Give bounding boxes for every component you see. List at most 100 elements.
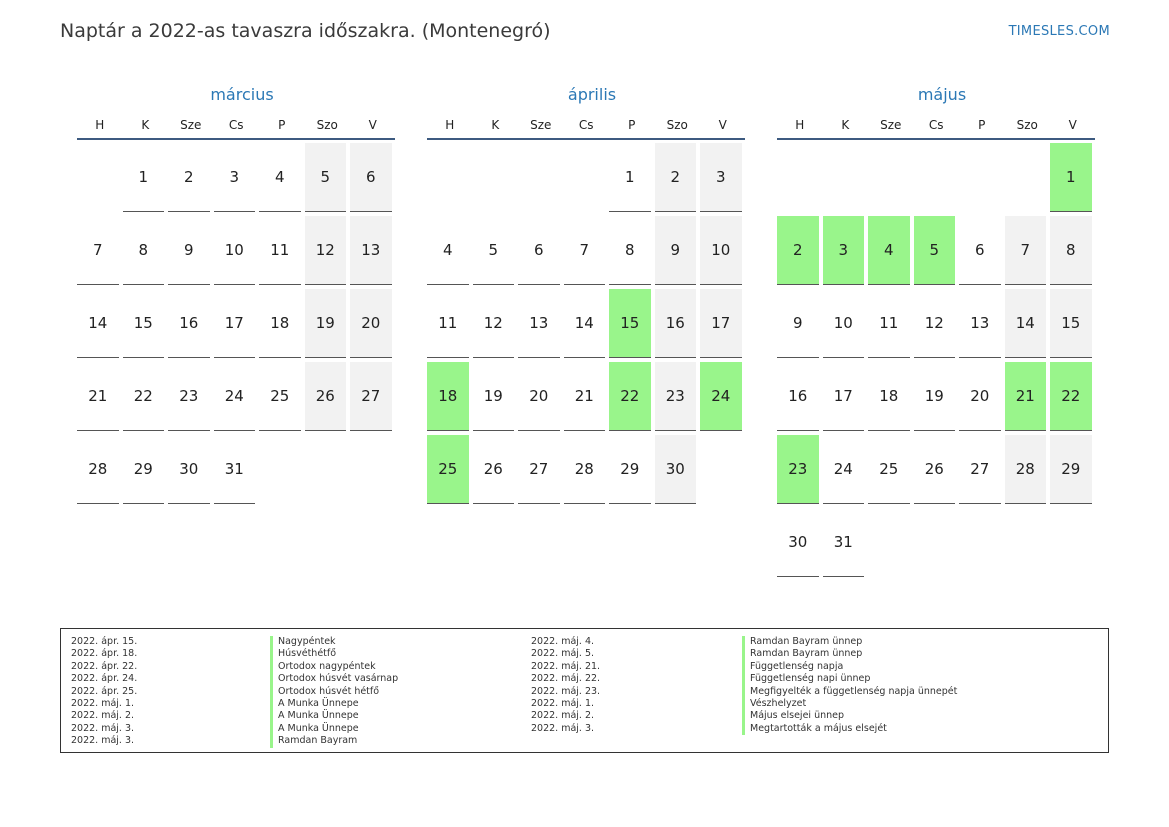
day-cell[interactable]: 17 (213, 289, 260, 362)
day-cell[interactable]: 15 (122, 289, 169, 362)
brand-link[interactable]: TIMESLES.COM (1008, 24, 1110, 39)
day-cell[interactable]: 12 (913, 289, 960, 362)
holiday-day-cell[interactable]: 18 (427, 362, 473, 435)
holiday-day-cell[interactable]: 2 (777, 216, 823, 289)
day-cell[interactable]: 9 (168, 216, 214, 289)
day-cell[interactable]: 6 (518, 216, 564, 289)
day-cell[interactable]: 8 (122, 216, 169, 289)
day-cell[interactable]: 7 (77, 216, 123, 289)
day-cell[interactable]: 16 (654, 289, 701, 362)
day-cell[interactable]: 14 (1004, 289, 1051, 362)
day-cell[interactable]: 2 (654, 143, 701, 216)
day-cell[interactable]: 15 (1050, 289, 1096, 362)
day-cell[interactable]: 16 (168, 289, 214, 362)
day-cell[interactable]: 8 (609, 216, 655, 289)
day-cell[interactable]: 23 (654, 362, 701, 435)
day-cell[interactable]: 25 (259, 362, 305, 435)
day-cell[interactable]: 20 (350, 289, 396, 362)
day-cell[interactable]: 26 (304, 362, 351, 435)
day-cell[interactable]: 20 (959, 362, 1005, 435)
day-cell[interactable]: 27 (518, 435, 564, 508)
day-cell[interactable]: 5 (472, 216, 519, 289)
day-cell[interactable]: 6 (959, 216, 1005, 289)
day-cell[interactable]: 28 (77, 435, 123, 508)
holiday-day-cell[interactable]: 25 (427, 435, 473, 508)
holiday-day-cell[interactable]: 3 (822, 216, 869, 289)
day-cell[interactable]: 22 (122, 362, 169, 435)
day-cell[interactable]: 17 (822, 362, 869, 435)
day-cell[interactable]: 2 (168, 143, 214, 216)
holiday-day-cell[interactable]: 22 (1050, 362, 1096, 435)
weekday-header: Cs (578, 118, 594, 132)
day-cell[interactable]: 11 (868, 289, 914, 362)
day-cell[interactable]: 19 (304, 289, 351, 362)
day-cell[interactable]: 18 (259, 289, 305, 362)
day-cell[interactable]: 26 (913, 435, 960, 508)
day-number: 6 (959, 216, 1001, 285)
day-cell[interactable]: 10 (213, 216, 260, 289)
legend-date: 2022. ápr. 15. (71, 636, 138, 647)
day-cell[interactable]: 10 (822, 289, 869, 362)
holiday-day-cell[interactable]: 1 (1050, 143, 1096, 216)
day-cell[interactable]: 24 (213, 362, 260, 435)
day-cell[interactable]: 21 (77, 362, 123, 435)
day-cell[interactable]: 12 (472, 289, 519, 362)
day-cell[interactable]: 13 (959, 289, 1005, 362)
day-cell[interactable]: 21 (563, 362, 610, 435)
day-cell[interactable]: 4 (427, 216, 473, 289)
day-cell[interactable]: 1 (122, 143, 169, 216)
day-cell[interactable]: 24 (822, 435, 869, 508)
legend-date: 2022. máj. 1. (531, 697, 595, 709)
day-cell[interactable]: 28 (563, 435, 610, 508)
day-cell[interactable]: 13 (350, 216, 396, 289)
day-cell[interactable]: 17 (700, 289, 746, 362)
day-number: 30 (654, 435, 696, 504)
day-cell[interactable]: 7 (563, 216, 610, 289)
day-cell[interactable]: 25 (868, 435, 914, 508)
day-cell[interactable]: 11 (427, 289, 473, 362)
day-cell[interactable]: 29 (609, 435, 655, 508)
day-cell[interactable]: 6 (350, 143, 396, 216)
day-cell[interactable]: 31 (822, 508, 869, 581)
day-cell[interactable]: 30 (777, 508, 823, 581)
holiday-day-cell[interactable]: 21 (1004, 362, 1051, 435)
holiday-day-cell[interactable]: 15 (609, 289, 655, 362)
day-cell[interactable]: 19 (913, 362, 960, 435)
day-cell[interactable]: 10 (700, 216, 746, 289)
day-cell[interactable]: 7 (1004, 216, 1051, 289)
day-cell[interactable]: 20 (518, 362, 564, 435)
holiday-day-cell[interactable]: 4 (868, 216, 914, 289)
day-cell[interactable]: 18 (868, 362, 914, 435)
day-cell[interactable]: 14 (77, 289, 123, 362)
day-cell[interactable]: 27 (959, 435, 1005, 508)
day-number: 22 (609, 362, 651, 431)
holiday-day-cell[interactable]: 22 (609, 362, 655, 435)
day-cell[interactable]: 23 (168, 362, 214, 435)
holiday-day-cell[interactable]: 24 (700, 362, 746, 435)
day-grid: 1 2 3 4 5 6 7 8 9 10 11 12 13 14 15 16 17 18 19 20 21 22 23 24 2… (427, 143, 745, 508)
day-cell[interactable]: 29 (1050, 435, 1096, 508)
day-cell[interactable]: 28 (1004, 435, 1051, 508)
day-cell[interactable]: 8 (1050, 216, 1096, 289)
day-cell[interactable]: 3 (700, 143, 746, 216)
day-cell[interactable]: 26 (472, 435, 519, 508)
holiday-day-cell[interactable]: 23 (777, 435, 823, 508)
day-cell[interactable]: 13 (518, 289, 564, 362)
day-cell[interactable]: 5 (304, 143, 351, 216)
day-cell[interactable]: 27 (350, 362, 396, 435)
day-cell[interactable]: 16 (777, 362, 823, 435)
day-cell[interactable]: 4 (259, 143, 305, 216)
day-cell[interactable]: 31 (213, 435, 260, 508)
day-cell[interactable]: 14 (563, 289, 610, 362)
day-cell[interactable]: 30 (168, 435, 214, 508)
day-cell[interactable]: 29 (122, 435, 169, 508)
day-cell[interactable]: 30 (654, 435, 701, 508)
day-cell[interactable]: 11 (259, 216, 305, 289)
day-cell[interactable]: 12 (304, 216, 351, 289)
day-cell[interactable]: 9 (777, 289, 823, 362)
day-cell[interactable]: 19 (472, 362, 519, 435)
holiday-day-cell[interactable]: 5 (913, 216, 960, 289)
day-cell[interactable]: 3 (213, 143, 260, 216)
day-cell[interactable]: 1 (609, 143, 655, 216)
day-cell[interactable]: 9 (654, 216, 701, 289)
